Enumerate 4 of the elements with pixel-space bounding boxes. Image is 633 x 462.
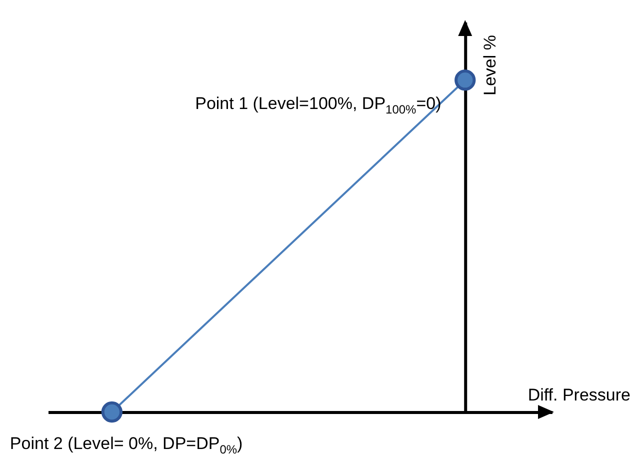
annotation: Point 1 (Level=100%, DP$_{100%}$=0): [195, 94, 442, 116]
text: Point 2 (Level= 0%, DP=DP$_{0%}$): [10, 434, 243, 456]
y-axis-title: Level %: [480, 35, 500, 96]
x-axis-title: Diff. Pressure: [528, 386, 630, 404]
